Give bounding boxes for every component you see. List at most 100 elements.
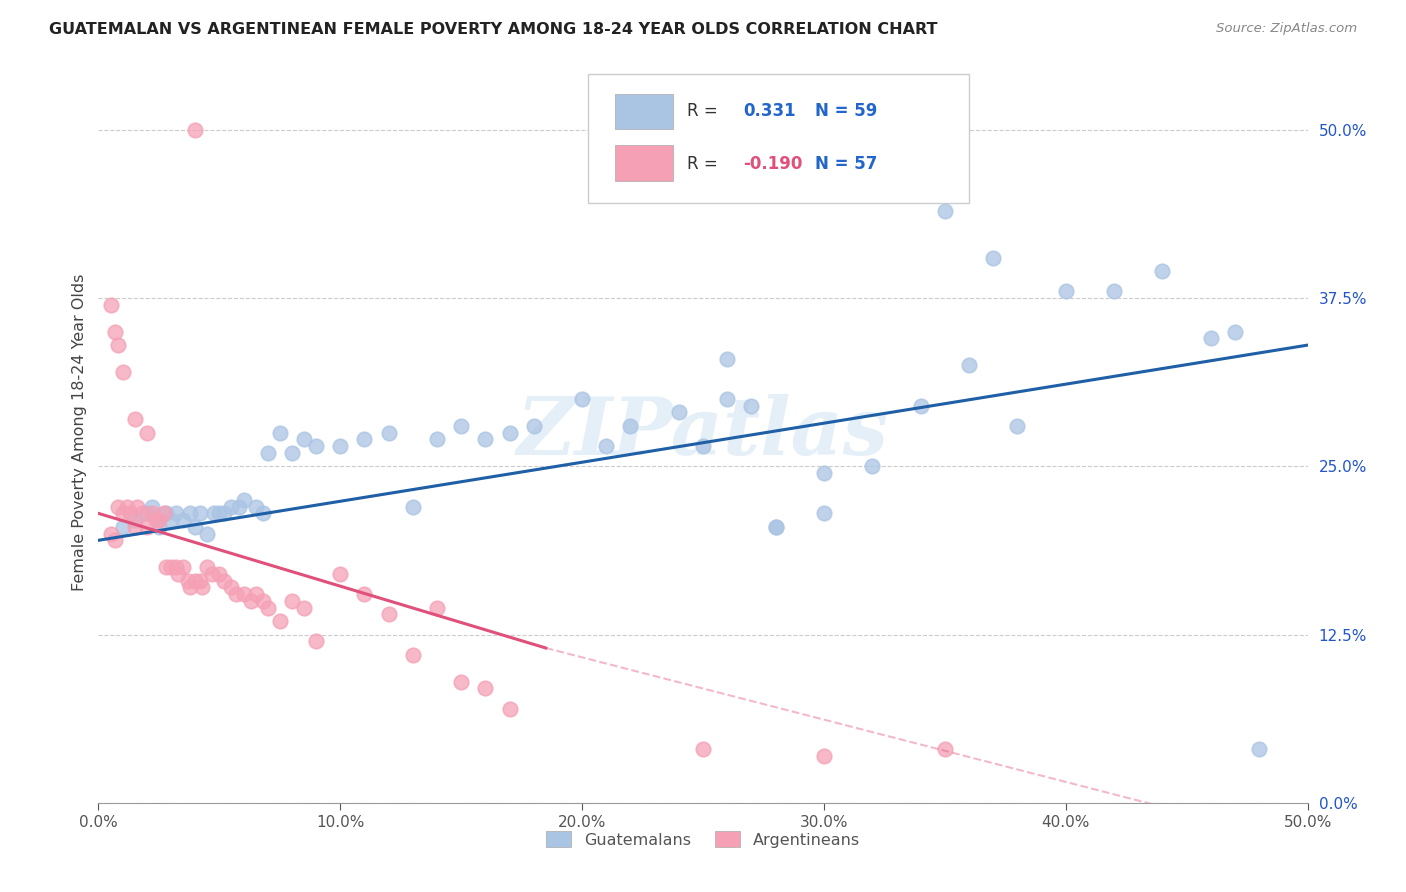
- Point: [225, 587, 247, 601]
- Text: ZIPatlas: ZIPatlas: [517, 394, 889, 471]
- Point: [212, 574, 235, 588]
- Point: [221, 581, 243, 595]
- Point: [155, 507, 177, 521]
- Point: [934, 742, 956, 756]
- Point: [329, 439, 352, 453]
- Point: [474, 433, 496, 447]
- Point: [212, 507, 235, 521]
- Point: [188, 574, 211, 588]
- Point: [117, 500, 139, 514]
- Point: [124, 520, 146, 534]
- Point: [353, 433, 375, 447]
- Point: [165, 507, 187, 521]
- Point: [232, 587, 254, 601]
- Point: [184, 122, 207, 136]
- Point: [1007, 418, 1029, 433]
- Point: [619, 418, 641, 433]
- Point: [208, 507, 231, 521]
- Point: [141, 500, 163, 514]
- Point: [740, 399, 762, 413]
- Text: GUATEMALAN VS ARGENTINEAN FEMALE POVERTY AMONG 18-24 YEAR OLDS CORRELATION CHART: GUATEMALAN VS ARGENTINEAN FEMALE POVERTY…: [49, 22, 938, 37]
- Point: [256, 600, 278, 615]
- Text: N = 59: N = 59: [815, 102, 877, 120]
- Point: [107, 338, 129, 352]
- Point: [498, 701, 520, 715]
- Point: [141, 507, 163, 521]
- Legend: Guatemalans, Argentineans: Guatemalans, Argentineans: [540, 825, 866, 854]
- Point: [292, 600, 315, 615]
- Point: [118, 507, 141, 521]
- Point: [377, 425, 399, 440]
- Text: R =: R =: [688, 102, 718, 120]
- Point: [239, 594, 262, 608]
- Point: [160, 560, 183, 574]
- Point: [160, 513, 183, 527]
- Point: [172, 560, 194, 574]
- Point: [668, 405, 690, 419]
- Point: [450, 674, 472, 689]
- Point: [152, 507, 174, 521]
- Point: [135, 507, 157, 521]
- Point: [111, 365, 134, 379]
- Point: [474, 681, 496, 696]
- Point: [124, 412, 146, 426]
- Point: [1249, 742, 1271, 756]
- Point: [281, 446, 304, 460]
- Point: [269, 614, 291, 628]
- Point: [305, 439, 328, 453]
- Point: [245, 587, 267, 601]
- Point: [498, 425, 520, 440]
- Point: [195, 560, 218, 574]
- Point: [201, 566, 224, 581]
- Point: [571, 392, 593, 406]
- Point: [148, 513, 170, 527]
- Point: [860, 459, 883, 474]
- Text: Source: ZipAtlas.com: Source: ZipAtlas.com: [1216, 22, 1357, 36]
- Point: [135, 425, 157, 440]
- Point: [450, 418, 472, 433]
- Point: [100, 526, 122, 541]
- Point: [523, 418, 546, 433]
- Point: [981, 251, 1004, 265]
- Point: [281, 594, 304, 608]
- Point: [402, 500, 425, 514]
- Point: [934, 203, 956, 218]
- Point: [195, 526, 218, 541]
- Point: [1223, 325, 1246, 339]
- Point: [179, 581, 201, 595]
- Text: N = 57: N = 57: [815, 155, 877, 173]
- Point: [1152, 264, 1174, 278]
- Text: -0.190: -0.190: [742, 155, 803, 173]
- Point: [124, 513, 146, 527]
- Bar: [614, 94, 673, 129]
- Point: [104, 325, 127, 339]
- Point: [177, 574, 200, 588]
- Text: 0.331: 0.331: [742, 102, 796, 120]
- Point: [353, 587, 375, 601]
- Point: [1199, 331, 1222, 345]
- Point: [184, 520, 207, 534]
- Y-axis label: Female Poverty Among 18-24 Year Olds: Female Poverty Among 18-24 Year Olds: [72, 274, 87, 591]
- Point: [179, 507, 201, 521]
- Point: [208, 566, 231, 581]
- Point: [252, 594, 274, 608]
- Point: [292, 433, 315, 447]
- Point: [127, 500, 149, 514]
- Point: [910, 399, 932, 413]
- Point: [172, 513, 194, 527]
- Point: [100, 298, 122, 312]
- Point: [256, 446, 278, 460]
- Point: [692, 439, 714, 453]
- Point: [252, 507, 274, 521]
- Bar: [614, 145, 673, 181]
- Point: [813, 507, 835, 521]
- Point: [232, 492, 254, 507]
- Text: R =: R =: [688, 155, 718, 173]
- Point: [329, 566, 352, 581]
- Point: [269, 425, 291, 440]
- Point: [131, 507, 153, 521]
- Point: [305, 634, 328, 648]
- Point: [107, 500, 129, 514]
- Point: [165, 560, 187, 574]
- Point: [111, 520, 134, 534]
